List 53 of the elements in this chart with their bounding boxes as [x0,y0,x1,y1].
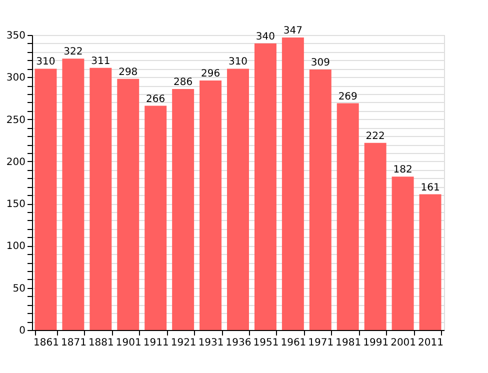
bar [392,176,414,330]
bar [282,38,304,330]
data-label: 298 [118,66,138,78]
x-tick-label: 2011 [418,338,444,348]
data-label: 161 [420,182,440,194]
x-tick-label: 1961 [280,338,306,348]
x-tick-label: 2001 [390,338,416,348]
bar [200,80,222,330]
x-tick-label: 1881 [88,338,114,348]
bar [336,103,359,330]
data-label: 347 [283,26,302,37]
bar [144,106,167,330]
y-tick-label: 0 [19,326,26,336]
bar [419,194,442,330]
x-tick-label: 1981 [336,338,362,348]
data-label: 322 [64,46,83,58]
data-label: 269 [338,91,358,102]
y-tick-label: 200 [6,156,26,168]
x-tick-label: 1991 [363,338,389,348]
bar [34,68,57,330]
x-tick-label: 1901 [116,338,142,348]
bar [62,58,84,330]
data-label: 296 [200,68,220,80]
x-tick-label: 1951 [253,338,279,348]
x-tick-label: 1861 [34,338,59,348]
bar [364,142,386,330]
y-tick-label: 100 [6,241,26,252]
x-tick-label: 1931 [198,338,224,348]
bar [254,43,276,330]
y-tick-label: 300 [6,72,26,84]
bar [309,70,332,330]
y-tick-label: 50 [12,283,26,294]
x-tick-label: 1911 [143,338,169,348]
bar [227,68,249,330]
data-label: 340 [256,31,276,42]
y-tick-label: 150 [6,199,26,210]
y-tick-label: 350 [6,30,26,42]
x-tick-label: 1971 [308,338,334,348]
bar [172,88,194,330]
bar [90,68,112,330]
x-tick-label: 1921 [170,338,196,348]
data-label: 182 [393,164,412,176]
data-label: 266 [146,94,166,105]
data-label: 310 [36,56,56,68]
data-label: 222 [366,130,385,142]
data-label: 311 [91,56,110,67]
x-tick-label: 1936 [226,338,252,348]
x-tick-label: 1871 [60,338,86,348]
data-label: 310 [228,56,248,68]
data-label: 309 [310,58,330,69]
data-label: 286 [174,76,193,88]
y-tick-label: 250 [6,114,26,126]
bar [117,78,140,330]
